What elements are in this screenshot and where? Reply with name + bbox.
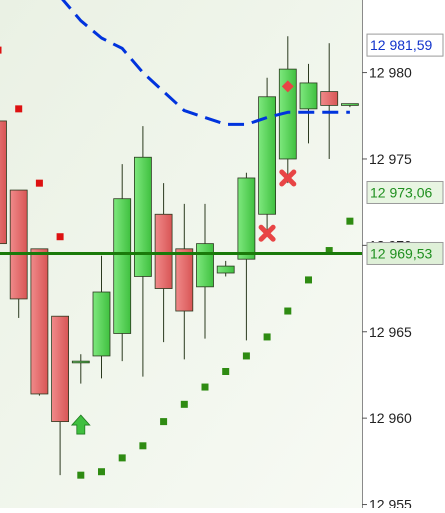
sar-dot	[284, 307, 292, 315]
sar-dot	[305, 276, 312, 284]
candle-bear	[30, 248, 49, 395]
sell-signal-cross	[258, 224, 276, 242]
sar-dot	[15, 105, 23, 113]
sar-dot	[201, 383, 209, 391]
price-tag-label: 12 969,53	[370, 245, 432, 261]
y-tick-label: 12 975	[369, 151, 412, 167]
price-tag: 12 969,53	[366, 241, 444, 265]
price-tag: 12 981,59	[366, 33, 444, 57]
candle-bull	[113, 198, 132, 334]
sar-dot	[56, 233, 64, 241]
moving-average-layer	[61, 0, 350, 126]
candle-bull	[216, 265, 235, 274]
buy-signal-arrow	[70, 414, 91, 435]
signals-layer	[70, 80, 297, 435]
sar-dot	[35, 179, 43, 187]
sar-dot	[242, 352, 250, 360]
sar-dot	[160, 418, 168, 426]
candle-bull	[258, 96, 277, 215]
sar-dot	[0, 46, 2, 54]
candle-bull	[133, 156, 152, 277]
candle-bull	[92, 291, 111, 357]
price-tag-box	[366, 241, 444, 265]
sar-dot	[222, 367, 230, 375]
y-tick-label: 12 955	[369, 497, 412, 508]
candle-bull	[71, 360, 90, 364]
sar-layer	[0, 46, 354, 479]
price-tag-box	[366, 33, 444, 57]
price-tag-label: 12 981,59	[370, 37, 432, 53]
cross-stroke	[258, 224, 276, 242]
y-tick-label: 12 980	[369, 65, 412, 81]
candle-bull	[340, 103, 359, 106]
price-tag: 12 973,06	[366, 180, 444, 204]
sar-dot	[139, 442, 147, 450]
price-tags-layer: 12 981,59 12 973,06 12 969,53	[366, 33, 444, 265]
cross-stroke	[279, 169, 297, 187]
sell-signal-diamond	[281, 80, 294, 93]
candle-bull	[299, 82, 318, 110]
candle-bull	[196, 243, 214, 288]
sar-dot	[118, 454, 126, 462]
sar-dot	[77, 471, 85, 479]
candle-bear	[51, 315, 69, 423]
candle-bull	[237, 177, 256, 260]
sar-dot	[180, 400, 188, 408]
y-tick-label: 12 960	[369, 410, 412, 426]
moving-average-line	[61, 0, 350, 126]
sar-dot	[325, 247, 333, 255]
candle-bear	[175, 248, 194, 312]
candle-bear	[0, 120, 7, 245]
candle-bear	[9, 189, 28, 300]
sell-signal-cross	[279, 169, 297, 187]
sar-dot	[98, 468, 105, 476]
candle-bear	[154, 213, 173, 289]
price-tag-box	[366, 180, 444, 204]
price-tag-label: 12 973,06	[370, 184, 432, 200]
y-tick-label: 12 965	[369, 324, 412, 340]
candles-layer	[0, 36, 359, 476]
sar-dot	[346, 217, 354, 225]
sar-dot	[263, 333, 271, 341]
candle-bear	[320, 91, 339, 106]
